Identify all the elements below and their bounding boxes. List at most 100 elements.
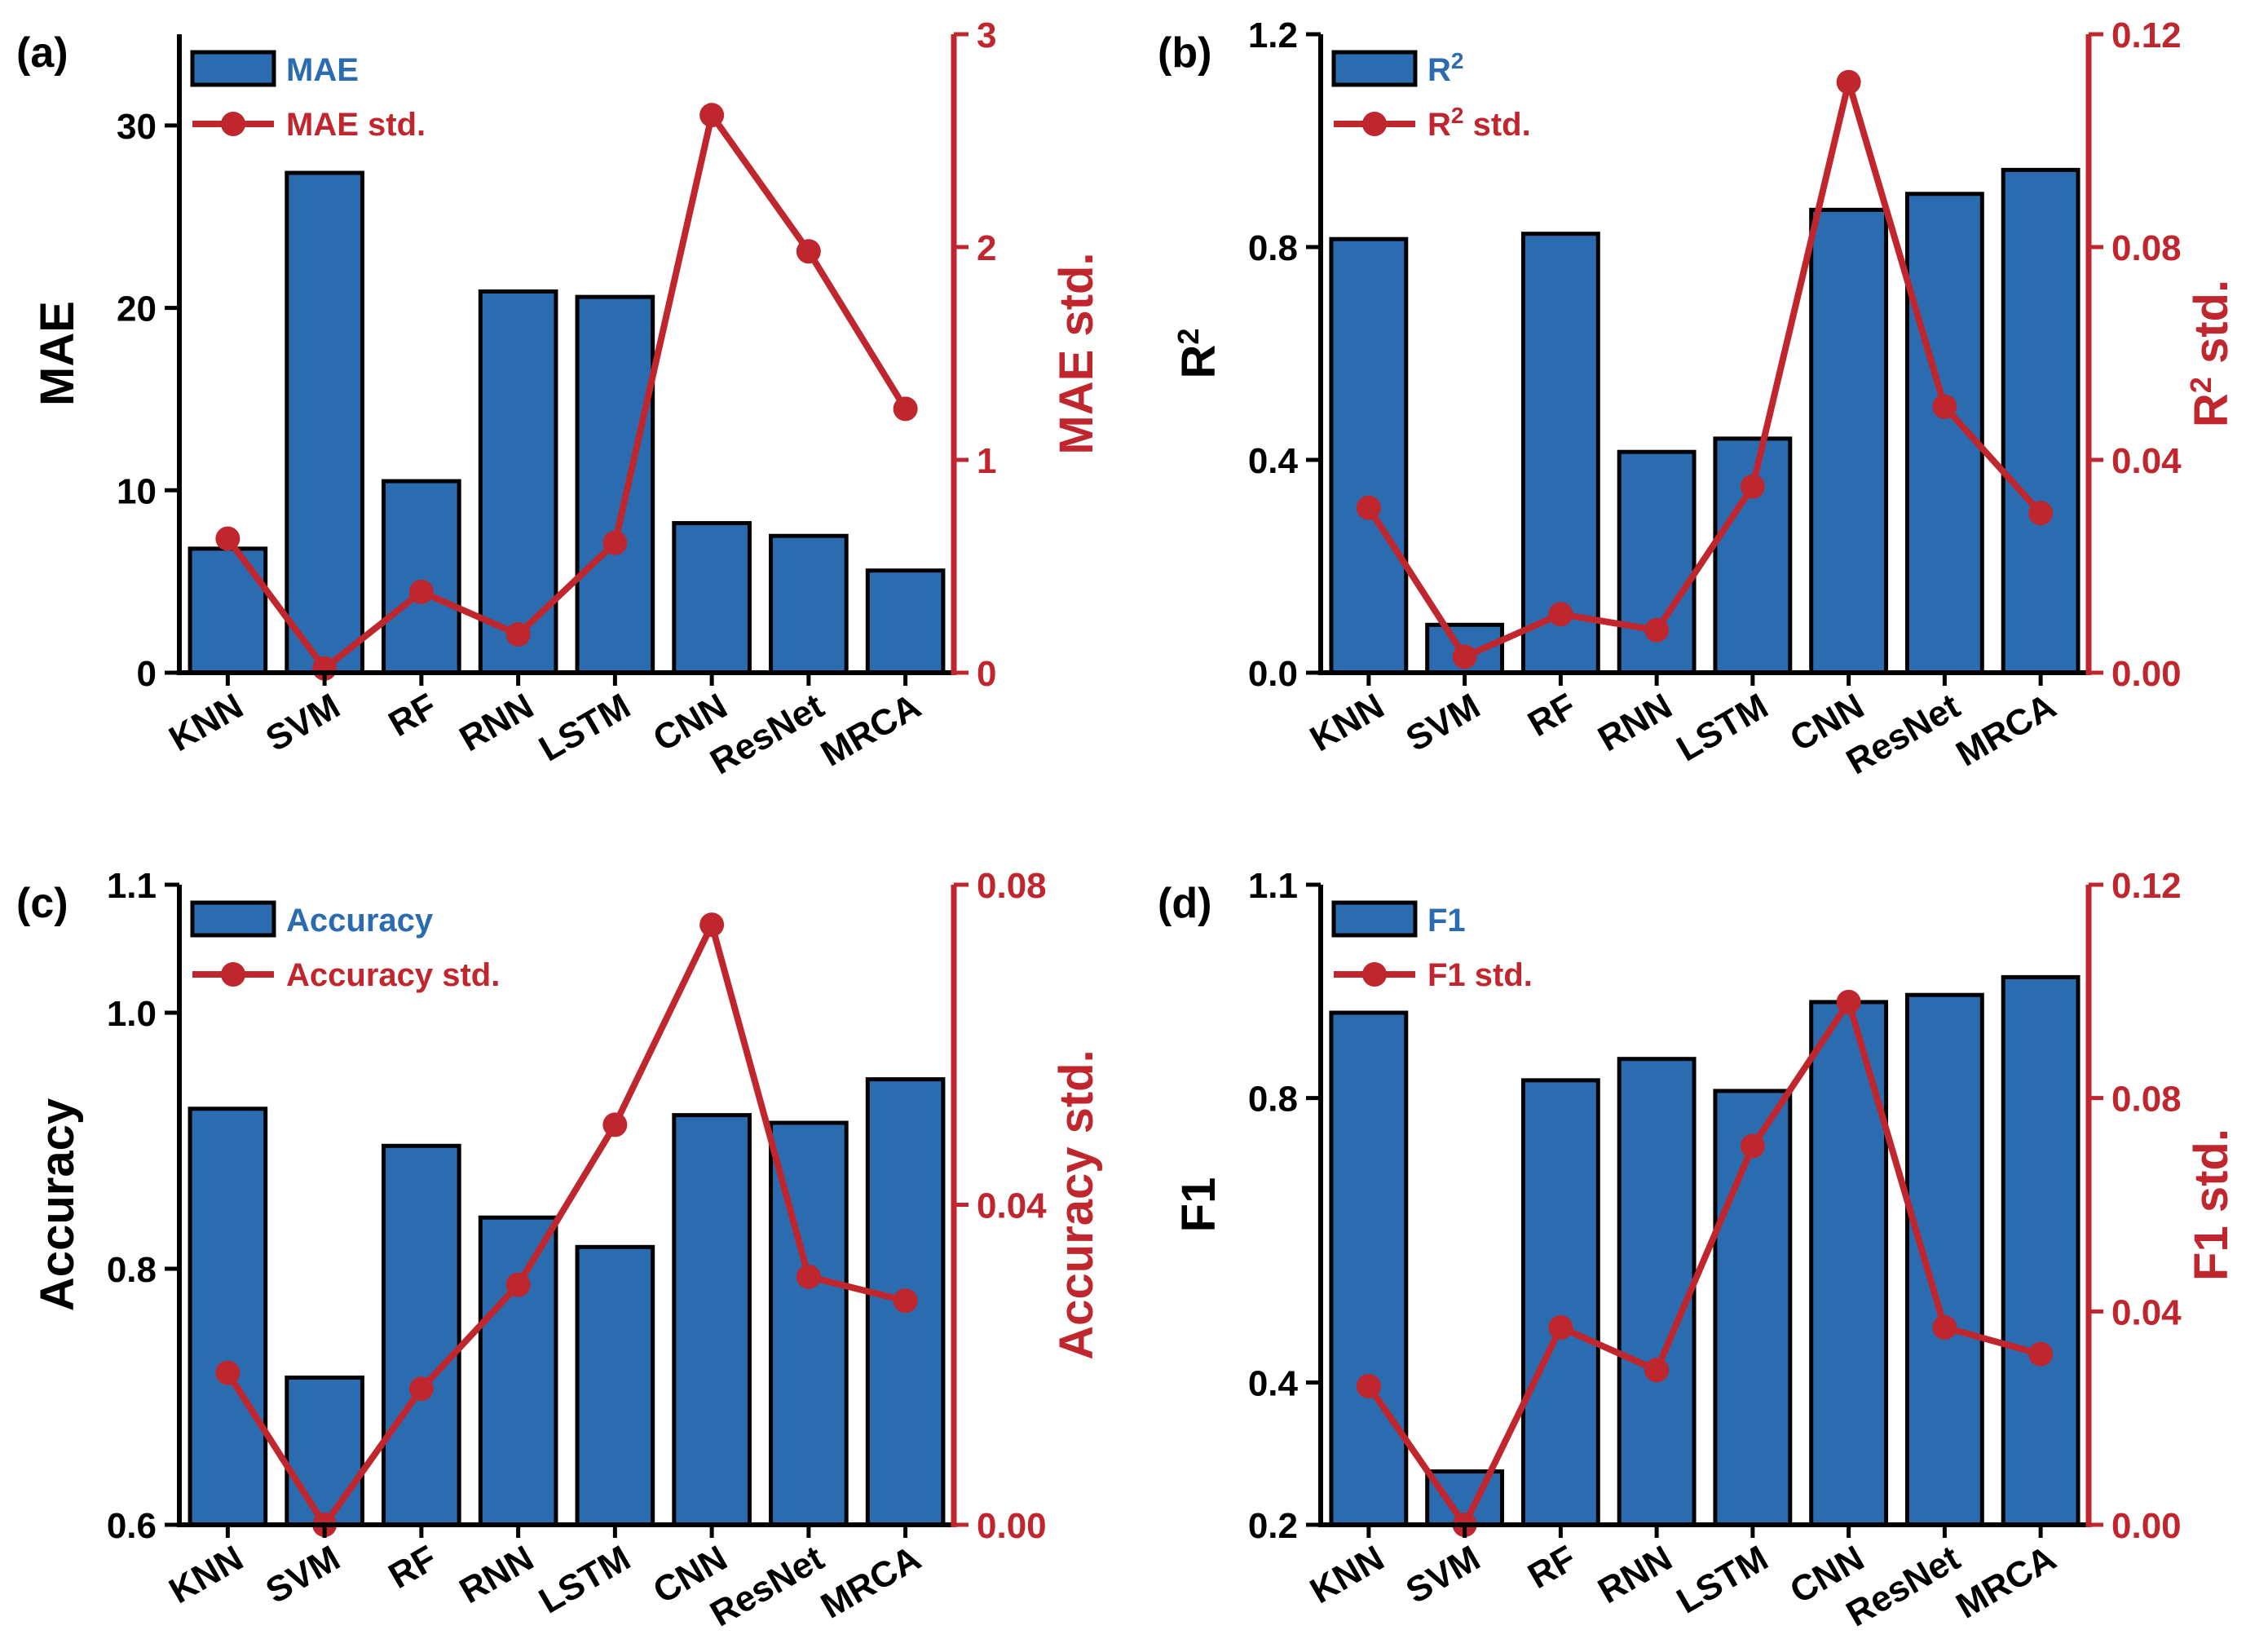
legend-bar-swatch bbox=[1331, 900, 1418, 938]
x-tick-label: RF bbox=[1521, 1538, 1582, 1597]
std-line bbox=[1366, 78, 2044, 660]
bar-knn bbox=[188, 1106, 268, 1527]
y-tick-label: 0.6 bbox=[107, 1506, 157, 1546]
y2-axis-label: R2 std. bbox=[2184, 280, 2239, 427]
x-tick-label: SVM bbox=[1400, 1538, 1487, 1611]
bar-mrca bbox=[865, 568, 946, 675]
legend-line-label: Accuracy std. bbox=[286, 957, 500, 993]
y-tick-label: 10 bbox=[117, 471, 157, 511]
y2-tick-label: 0.00 bbox=[2111, 654, 2182, 694]
panel-b: 0.0 0.4 0.8 1.2 0.00 0.04 0.08 0.12 KNN SVM RF RNNL… bbox=[1158, 15, 2238, 782]
y-tick-label: 1.2 bbox=[1248, 15, 1298, 55]
y-axis-label: F1 bbox=[1172, 1177, 1225, 1233]
std-point-cnn bbox=[699, 912, 725, 938]
panel-label: (a) bbox=[16, 29, 68, 77]
std-point-cnn bbox=[1836, 69, 1861, 95]
bar-svm bbox=[285, 1375, 364, 1527]
std-point-rf bbox=[408, 1376, 434, 1402]
y-axis-label: Accuracy bbox=[31, 1098, 84, 1311]
legend-bar-label: R2 bbox=[1427, 48, 1463, 89]
y-tick-label: 0.8 bbox=[107, 1250, 157, 1290]
std-point-rf bbox=[1548, 602, 1573, 627]
x-tick-label: MRCA bbox=[814, 686, 928, 774]
y2-tick-label: 0.00 bbox=[977, 1506, 1047, 1546]
std-point-resnet bbox=[1932, 1314, 1957, 1340]
std-point-knn bbox=[215, 1360, 240, 1385]
bar-mrca bbox=[2001, 167, 2080, 675]
x-tick-label: LSTM bbox=[1670, 686, 1775, 769]
x-tick-label: RNN bbox=[1591, 1538, 1679, 1611]
x-tick-label: RNN bbox=[453, 686, 541, 759]
std-point-lstm bbox=[602, 530, 628, 555]
y-tick-label: 0 bbox=[137, 654, 157, 694]
x-tick-label: SVM bbox=[1400, 686, 1487, 759]
y2-tick-label: 3 bbox=[977, 15, 996, 55]
bar-rf bbox=[382, 479, 461, 675]
std-line bbox=[225, 112, 909, 672]
bar-rnn bbox=[478, 1215, 558, 1527]
legend-line-marker bbox=[1362, 112, 1387, 136]
x-tick-label: SVM bbox=[259, 1538, 346, 1611]
x-tick-label: KNN bbox=[1304, 686, 1391, 759]
bar-cnn bbox=[672, 521, 752, 675]
legend-bar-swatch bbox=[190, 50, 276, 87]
std-point-cnn bbox=[699, 103, 725, 128]
legend-line-label: F1 std. bbox=[1427, 957, 1533, 993]
x-tick-label: RNN bbox=[1591, 686, 1679, 759]
legend-bar-label: Accuracy bbox=[286, 903, 434, 939]
y2-tick-label: 0.08 bbox=[2111, 228, 2182, 268]
y2-tick-label: 0.04 bbox=[2111, 441, 2182, 481]
legend-line-marker bbox=[221, 112, 245, 136]
panel-d: 0.2 0.4 0.8 1.1 0.00 0.04 0.08 0.12 KNN SVM RF RNNL… bbox=[1158, 866, 2238, 1634]
bar-cnn bbox=[672, 1113, 752, 1527]
x-tick-label: RF bbox=[1521, 686, 1582, 744]
legend: MAE MAE std. bbox=[190, 50, 426, 143]
panel-label: (d) bbox=[1158, 880, 1211, 927]
std-point-rnn bbox=[1644, 1358, 1670, 1383]
std-line bbox=[225, 921, 907, 1528]
legend-line-marker bbox=[1362, 962, 1387, 987]
y-tick-label: 20 bbox=[117, 289, 157, 329]
x-tick-label: ResNet bbox=[704, 1538, 831, 1634]
std-point-lstm bbox=[1740, 474, 1765, 499]
bar-knn bbox=[1329, 1010, 1409, 1527]
y-tick-label: 0.8 bbox=[1248, 1080, 1298, 1120]
bar-cnn bbox=[1809, 207, 1889, 675]
x-tick-label: KNN bbox=[162, 1538, 249, 1611]
x-tick-label: KNN bbox=[162, 686, 249, 759]
y2-tick-label: 0.00 bbox=[2111, 1506, 2182, 1546]
x-tick-label: MRCA bbox=[814, 1538, 928, 1626]
std-point-knn bbox=[215, 526, 240, 551]
y-tick-label: 1.0 bbox=[107, 994, 157, 1034]
std-point-lstm bbox=[602, 1112, 628, 1137]
x-tick-label: RF bbox=[382, 1538, 443, 1597]
std-point-rnn bbox=[505, 622, 531, 647]
x-tick-label: LSTM bbox=[1670, 1538, 1775, 1621]
std-point-resnet bbox=[1932, 394, 1957, 419]
std-line bbox=[1366, 998, 2042, 1528]
std-point-cnn bbox=[1836, 989, 1861, 1014]
x-tick-label: LSTM bbox=[532, 686, 637, 769]
legend: R2 R2 std. bbox=[1331, 48, 1531, 143]
y-tick-label: 0.2 bbox=[1248, 1506, 1298, 1546]
bar-lstm bbox=[575, 294, 655, 675]
bar-svm bbox=[285, 170, 364, 675]
y2-tick-label: 0.12 bbox=[2111, 866, 2182, 906]
std-point-rf bbox=[408, 579, 434, 604]
panel-label: (b) bbox=[1158, 29, 1211, 77]
bar-knn bbox=[1329, 236, 1409, 675]
std-point-mrca bbox=[2028, 501, 2054, 526]
x-tick-label: RNN bbox=[453, 1538, 541, 1611]
legend-bar-swatch bbox=[1331, 50, 1418, 87]
y2-tick-label: 0.12 bbox=[2111, 15, 2182, 55]
y2-tick-label: 1 bbox=[977, 441, 996, 481]
legend-bar-label: F1 bbox=[1427, 903, 1466, 939]
bar-resnet bbox=[769, 533, 849, 675]
legend-bar-swatch bbox=[190, 900, 276, 938]
y2-tick-label: 0.04 bbox=[2111, 1292, 2182, 1332]
bar-lstm bbox=[1713, 1089, 1793, 1527]
y2-tick-label: 0.04 bbox=[977, 1186, 1047, 1226]
